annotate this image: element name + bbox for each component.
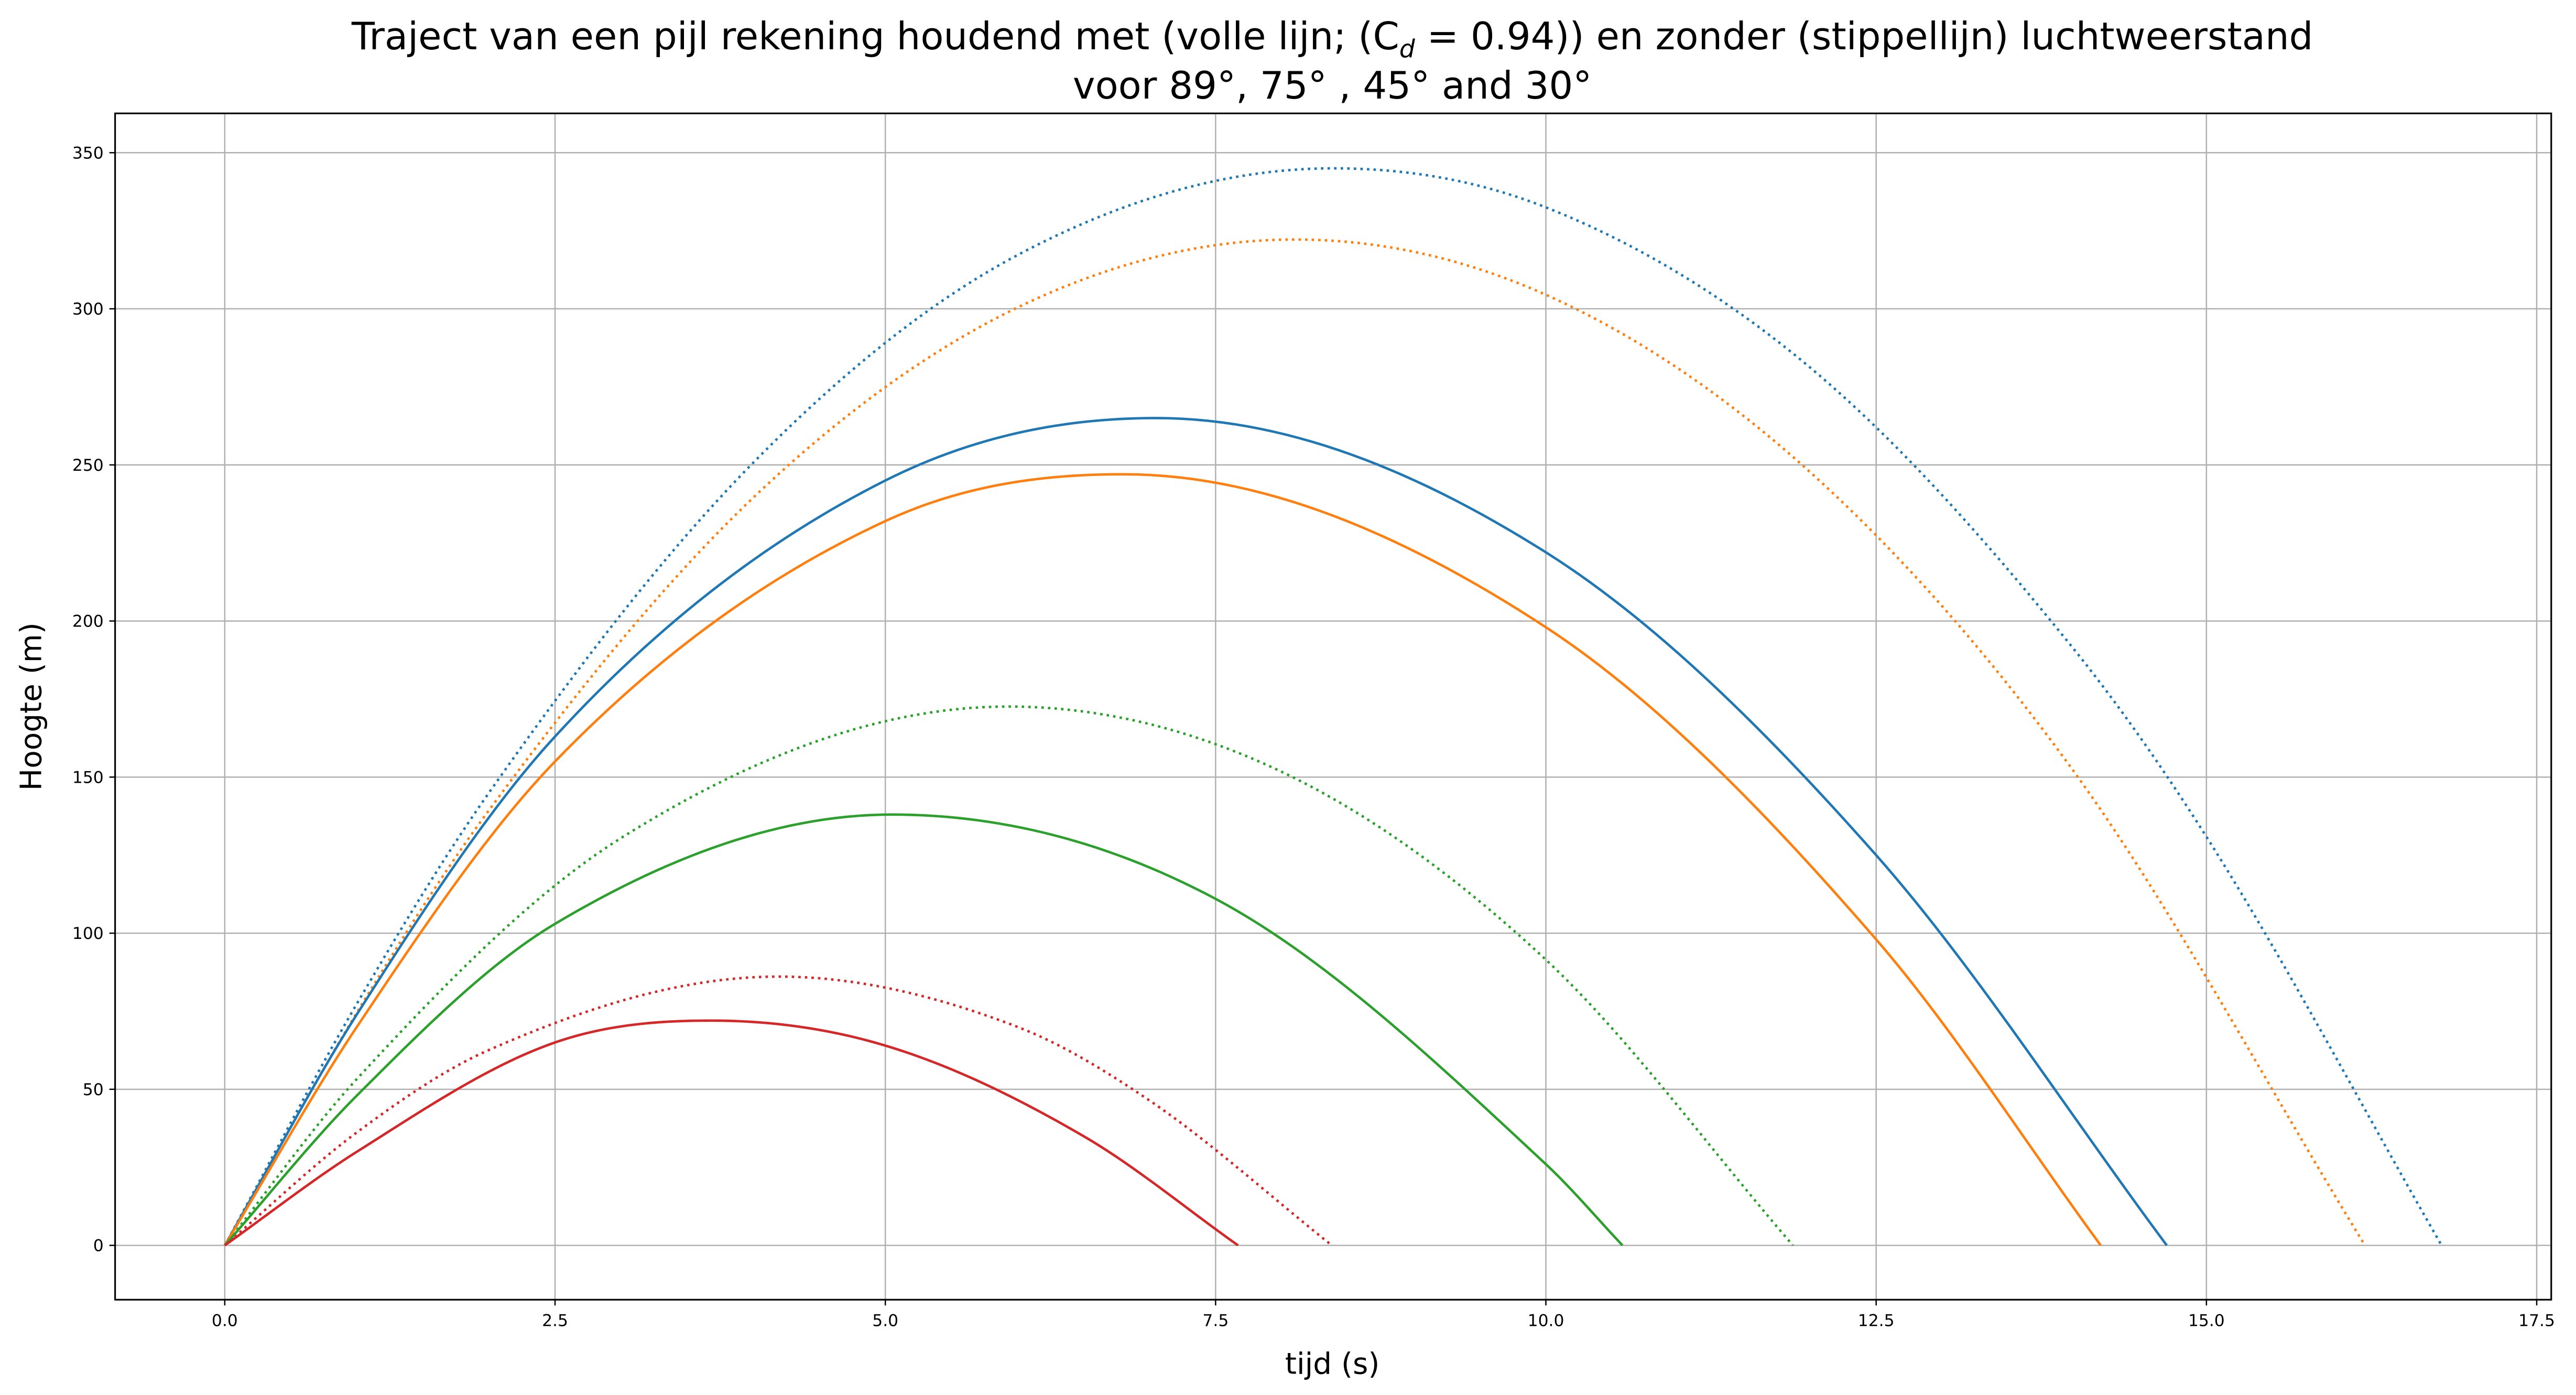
x-axis-label: tijd (s) [1285, 1347, 1380, 1381]
series-group [223, 167, 2443, 1247]
x-tick-label: 17.5 [2518, 1311, 2555, 1330]
y-tick-label: 50 [83, 1080, 104, 1099]
series-line-dotted-0 [223, 167, 2443, 1246]
x-tick-label: 12.5 [1858, 1311, 1895, 1330]
chart-title-line1: Traject van een pijl rekening houdend me… [351, 14, 2313, 64]
grid [115, 113, 2551, 1300]
series-line-solid-4 [223, 417, 2168, 1246]
x-tick-label: 5.0 [872, 1311, 898, 1330]
x-tick-label: 10.0 [1528, 1311, 1564, 1330]
series-line-dotted-3 [224, 975, 1333, 1247]
series-line-solid-7 [224, 1019, 1239, 1247]
series-line-solid-6 [224, 813, 1624, 1247]
series-line-dotted-1 [223, 238, 2366, 1246]
y-tick-label: 300 [72, 300, 104, 319]
series-line-dotted-2 [223, 705, 1794, 1247]
ticks: 0.0 2.5 5.0 7.5 10.0 12.5 15.0 17.5 0 50 100 150 200… [72, 144, 2555, 1330]
series-line-solid-5 [223, 473, 2102, 1246]
x-tick-label: 15.0 [2188, 1311, 2225, 1330]
x-tick-label: 2.5 [542, 1311, 568, 1330]
chart-title-line2: voor 89°, 75° , 45° and 30° [1073, 63, 1592, 107]
y-tick-label: 100 [72, 924, 104, 943]
x-tick-label: 7.5 [1202, 1311, 1229, 1330]
y-axis-label: Hoogte (m) [15, 622, 49, 791]
plot-frame [114, 112, 2552, 1301]
y-tick-label: 0 [93, 1237, 104, 1256]
y-tick-label: 250 [72, 456, 104, 475]
y-tick-label: 350 [72, 144, 104, 163]
y-tick-label: 200 [72, 612, 104, 631]
y-tick-label: 150 [72, 768, 104, 787]
x-tick-label: 0.0 [212, 1311, 238, 1330]
